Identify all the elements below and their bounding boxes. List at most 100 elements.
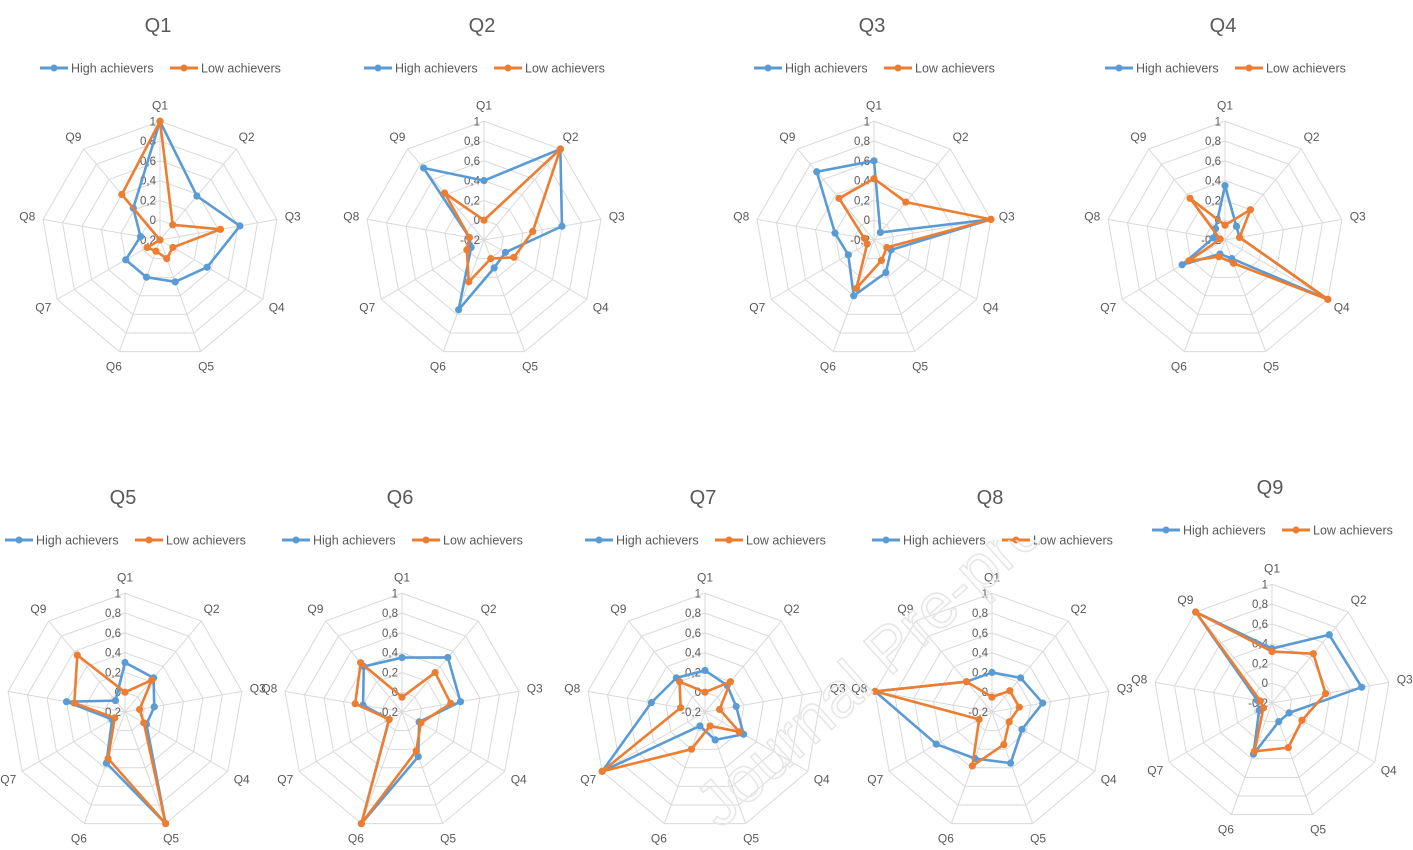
grid-spoke: [704, 690, 823, 713]
series-line: [815, 159, 993, 298]
tick-label: 1: [392, 588, 398, 600]
category-label: Q9: [65, 130, 81, 144]
tick-label: 0,4: [972, 648, 989, 660]
data-point: [835, 194, 843, 202]
legend-item: Low achievers: [715, 534, 826, 548]
data-point: [431, 668, 439, 677]
data-point: [1275, 717, 1283, 726]
data-point: [1015, 703, 1023, 711]
data-point: [193, 192, 201, 200]
category-label: Q8: [343, 210, 359, 224]
data-point: [701, 688, 709, 696]
data-point: [831, 229, 839, 237]
category-label: Q7: [1100, 300, 1116, 314]
data-point: [870, 157, 878, 165]
legend-marker: [504, 64, 512, 72]
data-point: [852, 284, 861, 292]
tick-label: 0: [150, 215, 156, 227]
tick-label: 0,2: [1205, 195, 1221, 207]
legend-item: High achievers: [1152, 524, 1266, 538]
data-point: [1325, 631, 1333, 639]
grid-ring: [425, 180, 543, 297]
grid-ring: [362, 671, 442, 750]
chart-title: Q1: [145, 15, 172, 37]
series-low-achievers: [871, 678, 1023, 770]
grid-spoke: [1271, 611, 1349, 704]
series-high-achievers: [62, 658, 170, 828]
category-label: Q7: [277, 772, 293, 786]
series-line: [73, 653, 167, 825]
data-point: [490, 264, 498, 272]
tick-label: 0,6: [685, 628, 701, 640]
data-point: [883, 243, 891, 252]
legend-item: High achievers: [872, 534, 986, 548]
data-point: [1285, 709, 1293, 717]
data-point: [850, 292, 858, 300]
data-point: [1298, 716, 1306, 724]
legend-label: Low achievers: [1033, 534, 1113, 548]
grid-spoke: [284, 690, 403, 713]
grid-spoke: [366, 218, 485, 241]
data-point: [417, 719, 425, 727]
tick-label: 1: [864, 116, 870, 128]
category-label: Q7: [867, 772, 883, 786]
category-label: Q9: [307, 602, 323, 616]
legend-label: High achievers: [1183, 524, 1266, 538]
series-low-achievers: [440, 145, 564, 286]
data-point: [844, 251, 852, 259]
data-point: [870, 175, 878, 183]
grid-ring: [366, 120, 602, 353]
data-point: [136, 232, 145, 241]
legend-marker: [894, 64, 902, 72]
tick-label: 0,8: [972, 608, 988, 620]
data-point: [701, 666, 709, 675]
category-label: Q1: [476, 98, 492, 112]
series-low-achievers: [598, 678, 743, 775]
data-point: [501, 248, 510, 256]
series-low-achievers: [1185, 194, 1332, 303]
data-point: [975, 715, 983, 724]
grid-spoke: [991, 711, 1034, 824]
data-point: [1309, 650, 1317, 658]
data-point: [735, 728, 743, 736]
grid-spoke: [1154, 681, 1273, 704]
grid-ring: [1174, 603, 1370, 797]
data-point: [111, 697, 120, 705]
legend-item: High achievers: [364, 62, 478, 76]
data-point: [73, 651, 81, 659]
category-label: Q2: [239, 130, 255, 144]
grid-spoke: [298, 711, 403, 772]
data-point: [169, 243, 177, 252]
grid-ring: [139, 219, 181, 260]
data-point: [1256, 697, 1264, 705]
data-point: [1259, 704, 1268, 712]
series-line: [873, 680, 1021, 768]
tick-label: 0,4: [1205, 176, 1222, 188]
data-point: [480, 177, 488, 185]
category-label: Q2: [481, 602, 497, 616]
tick-label: 0,8: [1205, 136, 1221, 148]
category-label: Q7: [580, 772, 596, 786]
data-point: [860, 234, 868, 242]
legend-marker: [180, 64, 188, 72]
grid-ring: [7, 592, 243, 825]
data-point: [70, 699, 78, 707]
data-point: [1250, 747, 1259, 755]
chart-title: Q6: [387, 487, 414, 509]
grid-spoke: [704, 711, 809, 772]
grid-ring: [463, 219, 505, 260]
chart-title: Q5: [110, 487, 137, 509]
data-point: [987, 215, 995, 223]
category-label: Q5: [522, 360, 538, 374]
data-point: [696, 722, 704, 730]
category-label: Q7: [749, 300, 765, 314]
data-point: [716, 705, 724, 714]
grid-spoke: [1168, 702, 1273, 763]
grid-ring: [834, 199, 914, 278]
data-point: [882, 268, 890, 277]
data-point: [414, 753, 422, 761]
data-point: [726, 678, 735, 686]
category-label: Q1: [394, 570, 410, 584]
grid-ring: [62, 140, 258, 334]
legend-marker: [1115, 64, 1123, 72]
